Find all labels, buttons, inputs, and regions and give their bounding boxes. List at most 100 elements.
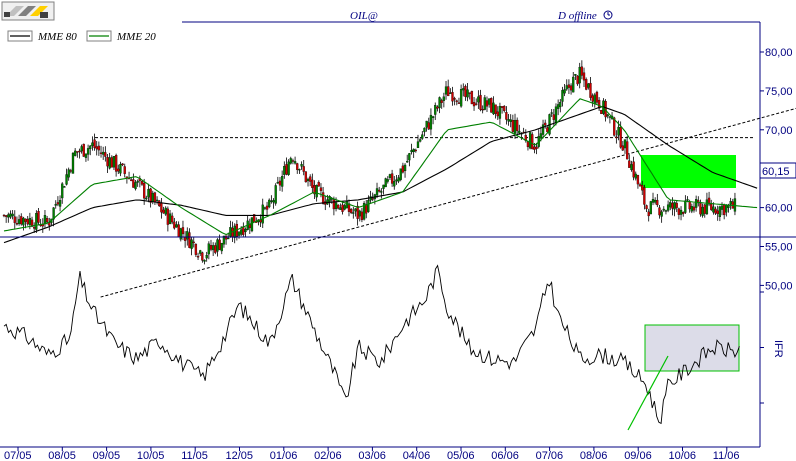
candle[interactable]	[666, 200, 670, 213]
candle[interactable]	[477, 90, 480, 109]
candle[interactable]	[658, 205, 661, 219]
candle[interactable]	[595, 90, 599, 105]
candle[interactable]	[710, 199, 713, 212]
candle[interactable]	[192, 237, 195, 248]
candle[interactable]	[636, 174, 640, 189]
candle[interactable]	[89, 145, 92, 156]
candle[interactable]	[337, 204, 340, 210]
candle[interactable]	[69, 168, 72, 174]
candle[interactable]	[20, 213, 23, 226]
candle[interactable]	[492, 96, 495, 116]
candle[interactable]	[99, 145, 103, 158]
candle[interactable]	[268, 198, 271, 209]
candle[interactable]	[147, 183, 150, 203]
candle[interactable]	[535, 142, 538, 155]
candle[interactable]	[475, 98, 478, 106]
candle[interactable]	[546, 126, 549, 133]
candle[interactable]	[684, 195, 687, 214]
candle[interactable]	[729, 197, 732, 210]
candle[interactable]	[664, 209, 668, 215]
candle[interactable]	[444, 80, 448, 100]
candle[interactable]	[574, 73, 577, 81]
candle[interactable]	[589, 77, 592, 101]
candle[interactable]	[358, 209, 361, 222]
candle[interactable]	[347, 199, 351, 217]
candle[interactable]	[731, 198, 734, 209]
candle[interactable]	[65, 168, 68, 186]
candle[interactable]	[703, 203, 706, 218]
candle[interactable]	[95, 141, 98, 156]
candle[interactable]	[276, 176, 279, 184]
candle[interactable]	[682, 211, 685, 217]
candle[interactable]	[459, 84, 463, 108]
candle[interactable]	[490, 97, 493, 113]
candle[interactable]	[625, 136, 629, 160]
candle[interactable]	[261, 198, 264, 229]
candle[interactable]	[390, 169, 394, 187]
candle[interactable]	[166, 206, 170, 232]
candle[interactable]	[63, 185, 66, 188]
candle[interactable]	[237, 231, 241, 239]
candle[interactable]	[649, 200, 653, 215]
candle[interactable]	[468, 92, 471, 100]
candle[interactable]	[93, 133, 96, 151]
candle[interactable]	[613, 116, 616, 137]
candle[interactable]	[541, 119, 545, 139]
candle[interactable]	[556, 99, 560, 116]
candle[interactable]	[673, 201, 676, 217]
candle[interactable]	[175, 221, 178, 228]
candle[interactable]	[123, 163, 126, 178]
candle[interactable]	[550, 109, 553, 117]
candle[interactable]	[58, 195, 62, 212]
candle[interactable]	[82, 143, 85, 157]
candle[interactable]	[125, 176, 129, 184]
candle[interactable]	[638, 182, 642, 187]
candle[interactable]	[102, 146, 105, 160]
candle[interactable]	[470, 90, 474, 105]
candle[interactable]	[158, 200, 161, 207]
candle[interactable]	[647, 208, 650, 222]
candle[interactable]	[701, 203, 704, 218]
candle[interactable]	[718, 205, 722, 222]
candle[interactable]	[54, 200, 57, 209]
candle[interactable]	[483, 94, 486, 111]
candle[interactable]	[537, 129, 540, 149]
candle[interactable]	[425, 120, 428, 132]
candle[interactable]	[716, 205, 719, 221]
candle[interactable]	[171, 212, 174, 225]
candle[interactable]	[384, 177, 387, 188]
candle[interactable]	[621, 140, 624, 151]
candle[interactable]	[451, 86, 454, 106]
candle[interactable]	[561, 86, 564, 107]
candle[interactable]	[498, 102, 502, 125]
candle[interactable]	[9, 210, 12, 219]
candle[interactable]	[207, 241, 210, 260]
candle[interactable]	[632, 156, 635, 181]
candle[interactable]	[615, 130, 618, 144]
candle[interactable]	[539, 126, 543, 142]
candle[interactable]	[313, 180, 316, 199]
candle[interactable]	[436, 105, 439, 112]
candle[interactable]	[270, 195, 273, 204]
candle[interactable]	[466, 83, 469, 102]
candle[interactable]	[572, 72, 575, 93]
candle[interactable]	[373, 193, 377, 205]
candle[interactable]	[608, 116, 612, 124]
price-panel[interactable]	[2, 60, 796, 298]
candle[interactable]	[302, 160, 305, 176]
candle[interactable]	[578, 62, 581, 89]
legend-mme80[interactable]: MME 80	[7, 30, 77, 43]
candle[interactable]	[242, 222, 245, 237]
candle[interactable]	[203, 259, 206, 265]
candle[interactable]	[244, 227, 247, 237]
candle[interactable]	[78, 148, 81, 159]
candle[interactable]	[660, 209, 663, 223]
candle[interactable]	[138, 175, 141, 188]
candle[interactable]	[196, 252, 200, 261]
candle[interactable]	[559, 98, 562, 113]
candle[interactable]	[41, 218, 44, 233]
candle[interactable]	[145, 195, 148, 201]
candle[interactable]	[582, 67, 586, 88]
candle[interactable]	[393, 175, 396, 190]
candle[interactable]	[352, 206, 355, 219]
